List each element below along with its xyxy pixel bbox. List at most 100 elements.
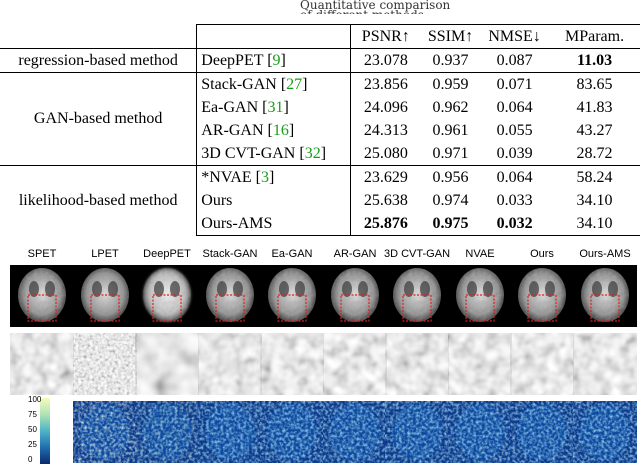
- method-cell: Ours: [196, 189, 351, 212]
- error-map-image: [510, 401, 574, 463]
- table-row: Ours 25.638 0.974 0.033 34.10: [0, 189, 640, 212]
- error-map-image: [323, 401, 387, 463]
- nmse-cell: 0.055: [496, 121, 533, 139]
- table-header-row: PSNR↑ SSIM↑ NMSE↓ MParam.: [0, 24, 640, 49]
- psnr-cell: 25.876: [350, 212, 421, 236]
- mparam-cell: 83.65: [549, 72, 640, 96]
- header-mparam: MParam.: [549, 24, 640, 49]
- header-psnr: PSNR↑: [350, 24, 421, 49]
- comparison-table: PSNR↑ SSIM↑ NMSE↓ MParam. regression-bas…: [0, 24, 640, 236]
- ssim-cell: 0.974: [432, 191, 469, 209]
- pet-slice-image: [448, 265, 512, 327]
- method-cell: Ours-AMS: [196, 212, 351, 236]
- error-map-image: [198, 401, 262, 463]
- error-map-image: [73, 401, 137, 463]
- results-table: Quantitative comparison of different met…: [0, 0, 640, 236]
- nmse-cell: 0.064: [496, 98, 533, 116]
- zoomed-roi-image: [135, 333, 199, 395]
- colorbar-tick-label: 75: [28, 410, 37, 419]
- column-label: SPET: [27, 248, 57, 260]
- column-label: DeepPET: [143, 248, 191, 260]
- column-label: Stack-GAN: [202, 248, 258, 260]
- zoomed-roi-image: [260, 333, 324, 395]
- psnr-cell: 23.629: [350, 165, 421, 189]
- method-name: AR-GAN: [201, 121, 264, 139]
- ssim-cell: 0.975: [420, 212, 481, 236]
- citation-link[interactable]: 31: [267, 98, 284, 116]
- method-name: 3D CVT-GAN: [201, 144, 296, 162]
- column-label: LPET: [91, 248, 119, 260]
- mparam-cell: 41.83: [576, 98, 613, 116]
- citation-link[interactable]: 27: [286, 75, 303, 93]
- header-blank-category: [0, 25, 197, 49]
- method-cell: AR-GAN [16]: [196, 119, 351, 142]
- mparam-cell: 34.10: [576, 191, 613, 209]
- error-colorbar: [40, 398, 50, 464]
- pet-slice-image: [198, 265, 262, 327]
- column-label: Ours: [530, 248, 554, 260]
- citation-link[interactable]: 3: [260, 168, 269, 186]
- column-label: NVAE: [465, 248, 495, 260]
- mparam-cell: 43.27: [576, 121, 613, 139]
- nmse-cell: 0.039: [496, 144, 533, 162]
- pet-slice-image: [10, 265, 74, 327]
- error-map-image: [573, 401, 637, 463]
- column-label: Ours-AMS: [579, 248, 631, 260]
- column-label: AR-GAN: [333, 248, 377, 260]
- citation-link[interactable]: 16: [272, 121, 289, 139]
- psnr-cell: 23.856: [350, 72, 421, 96]
- colorbar-tick-label: 50: [28, 425, 37, 434]
- psnr-cell: 25.080: [363, 144, 408, 162]
- method-name: Ours-AMS: [201, 214, 273, 232]
- mparam-cell: 58.24: [549, 165, 640, 189]
- column-label: Ea-GAN: [271, 248, 313, 260]
- header-ssim: SSIM↑: [420, 24, 481, 49]
- zoomed-roi-image: [510, 333, 574, 395]
- ssim-cell: 0.956: [420, 165, 481, 189]
- category-cell: regression-based method: [0, 48, 197, 73]
- zoomed-roi-image: [198, 333, 262, 395]
- zoomed-roi-image: [448, 333, 512, 395]
- pet-slice-image: [260, 265, 324, 327]
- citation-link[interactable]: 9: [272, 51, 281, 69]
- comparison-figure: SPET LPET: [0, 248, 640, 468]
- method-cell: Ea-GAN [31]: [196, 96, 351, 119]
- table-row: regression-based method DeepPET [9] 23.078…: [0, 48, 640, 73]
- category-cell: GAN-based method: [0, 72, 197, 166]
- zoomed-roi-image: [323, 333, 387, 395]
- nmse-cell: 0.071: [480, 72, 550, 96]
- psnr-cell: 24.096: [363, 98, 408, 116]
- citation-link[interactable]: 32: [304, 144, 321, 162]
- header-blank-method: [196, 24, 351, 49]
- table-body: regression-based method DeepPET [9] 23.078…: [0, 48, 640, 236]
- table-row: AR-GAN [16] 24.313 0.961 0.055 43.27: [0, 119, 640, 142]
- colorbar-tick-label: 25: [28, 440, 37, 449]
- clipped-caption-text: Quantitative comparison of different met…: [300, 0, 451, 14]
- pet-slice-image: [573, 265, 637, 327]
- psnr-cell: 24.313: [363, 121, 408, 139]
- ssim-cell: 0.961: [432, 121, 469, 139]
- mparam-cell: 34.10: [549, 212, 640, 236]
- column-label: 3D CVT-GAN: [384, 248, 451, 260]
- mparam-cell: 28.72: [576, 144, 613, 162]
- ssim-cell: 0.971: [432, 144, 469, 162]
- table-row: 3D CVT-GAN [32] 25.080 0.971 0.039 28.72: [0, 142, 640, 166]
- pet-slice-image: [323, 265, 387, 327]
- psnr-cell: 23.078: [350, 48, 421, 73]
- method-name: *NVAE: [201, 168, 252, 186]
- psnr-cell: 25.638: [363, 191, 408, 209]
- mparam-cell: 11.03: [549, 48, 640, 73]
- ssim-cell: 0.937: [420, 48, 481, 73]
- error-map-image: [448, 401, 512, 463]
- pet-slice-image: [385, 265, 449, 327]
- method-cell: 3D CVT-GAN [32]: [196, 142, 351, 166]
- zoomed-roi-image: [10, 333, 74, 395]
- table-row: likelihood-based method *NVAE [3] 23.629 0.…: [0, 165, 640, 236]
- nmse-cell: 0.033: [496, 191, 533, 209]
- error-map-image: [135, 401, 199, 463]
- ssim-cell: 0.962: [432, 98, 469, 116]
- table-row: GAN-based method Stack-GAN [27] 23.856 0.95…: [0, 72, 640, 166]
- nmse-cell: 0.087: [480, 48, 550, 73]
- method-name: Ea-GAN: [201, 98, 259, 116]
- method-cell: Stack-GAN [27]: [196, 72, 351, 96]
